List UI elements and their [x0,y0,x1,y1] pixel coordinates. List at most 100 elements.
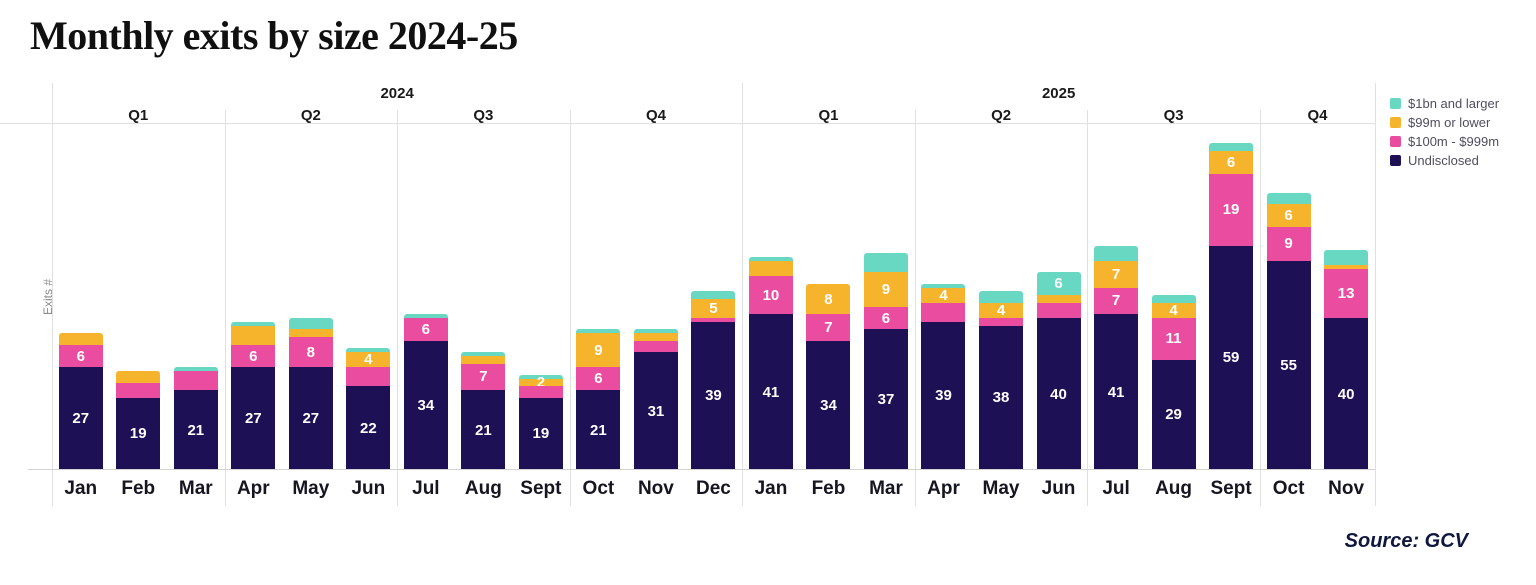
bar-segment-bn1_larger[interactable] [748,257,793,262]
bar-oct-2025[interactable]: 55 9 6 [1266,192,1311,470]
bar-segment-bn1_larger[interactable] [576,329,621,334]
bar-segment-bn1_larger[interactable] [288,318,333,330]
bar-segment-m99_lower[interactable] [633,333,678,341]
bar-segment-m100_999[interactable]: 7 [461,363,506,391]
bar-nov-2025[interactable]: 40 13 [1324,249,1369,470]
bar-segment-undisclosed[interactable]: 59 [1209,245,1254,470]
bar-may-2024[interactable]: 27 8 [288,318,333,470]
legend-item-bn1_larger[interactable]: $1bn and larger [1390,94,1499,113]
bar-segment-m99_lower[interactable] [288,329,333,338]
bar-segment-m100_999[interactable] [979,318,1023,326]
bar-segment-bn1_larger[interactable] [403,314,448,319]
bar-segment-m99_lower[interactable] [116,371,161,383]
bar-jun-2024[interactable]: 22 4 [346,348,391,470]
bar-segment-bn1_larger[interactable] [173,367,218,372]
bar-segment-m100_999[interactable]: 7 [806,314,851,341]
bar-segment-m99_lower[interactable] [58,333,103,345]
bar-dec-2024[interactable]: 39 5 [691,291,736,470]
bar-segment-bn1_larger[interactable] [231,321,276,326]
bar-segment-m100_999[interactable] [173,371,218,391]
bar-jul-2025[interactable]: 41 7 7 [1094,245,1139,470]
bar-oct-2024[interactable]: 21 6 9 [576,329,621,470]
bar-segment-m100_999[interactable] [116,382,161,398]
bar-segment-bn1_larger[interactable] [691,291,736,300]
bar-segment-m100_999[interactable]: 7 [1094,287,1139,315]
bar-segment-m99_lower[interactable]: 7 [1094,261,1139,288]
bar-segment-m99_lower[interactable]: 6 [1209,150,1254,174]
bar-may-2025[interactable]: 38 4 [979,291,1023,470]
bar-feb-2024[interactable]: 19 [116,371,161,470]
bar-segment-m100_999[interactable] [518,386,563,398]
bar-segment-undisclosed[interactable]: 38 [979,325,1023,470]
bar-segment-bn1_larger[interactable] [633,329,678,334]
bar-segment-m99_lower[interactable]: 6 [1266,204,1311,227]
bar-segment-undisclosed[interactable]: 21 [173,390,218,470]
bar-segment-m100_999[interactable]: 11 [1151,318,1196,360]
bar-segment-m100_999[interactable] [633,340,678,353]
bar-segment-bn1_larger[interactable] [1209,143,1254,151]
bar-segment-undisclosed[interactable]: 19 [116,397,161,470]
bar-segment-m99_lower[interactable] [231,325,276,345]
bar-segment-m99_lower[interactable]: 4 [979,302,1023,319]
bar-segment-bn1_larger[interactable] [1324,249,1369,265]
bar-segment-undisclosed[interactable]: 39 [921,321,966,470]
bar-segment-bn1_larger[interactable] [1266,192,1311,205]
bar-apr-2024[interactable]: 27 6 [231,321,276,470]
legend-item-undisclosed[interactable]: Undisclosed [1390,151,1499,170]
bar-segment-bn1_larger[interactable] [1151,295,1196,303]
bar-segment-m99_lower[interactable] [461,356,506,364]
bar-feb-2025[interactable]: 34 7 8 [806,283,851,470]
bar-sept-2024[interactable]: 19 2 [518,375,563,470]
bar-segment-undisclosed[interactable]: 34 [806,340,851,470]
bar-segment-m100_999[interactable]: 6 [863,306,908,330]
bar-segment-m99_lower[interactable] [748,261,793,277]
bar-segment-bn1_larger[interactable] [518,375,563,379]
bar-aug-2024[interactable]: 21 7 [461,352,506,470]
bar-segment-undisclosed[interactable]: 39 [691,321,736,470]
bar-apr-2025[interactable]: 39 4 [921,283,966,470]
bar-segment-undisclosed[interactable]: 37 [863,329,908,470]
legend-item-m100_999[interactable]: $100m - $999m [1390,132,1499,151]
bar-segment-m100_999[interactable] [1036,302,1081,318]
bar-segment-m99_lower[interactable]: 5 [691,299,736,319]
bar-segment-undisclosed[interactable]: 41 [1094,314,1139,470]
bar-segment-m99_lower[interactable] [1036,295,1081,303]
bar-segment-m100_999[interactable] [921,302,966,322]
bar-jan-2024[interactable]: 27 6 [58,333,103,470]
bar-segment-undisclosed[interactable]: 22 [346,386,391,470]
bar-segment-m99_lower[interactable]: 9 [576,333,621,368]
bar-segment-bn1_larger[interactable] [863,253,908,273]
bar-segment-m100_999[interactable] [691,318,736,322]
bar-segment-undisclosed[interactable]: 21 [576,390,621,470]
bar-segment-undisclosed[interactable]: 21 [461,390,506,470]
bar-segment-undisclosed[interactable]: 55 [1266,261,1311,470]
bar-nov-2024[interactable]: 31 [633,329,678,470]
bar-segment-m99_lower[interactable]: 4 [1151,302,1196,319]
bar-segment-m99_lower[interactable]: 4 [346,352,391,368]
bar-segment-undisclosed[interactable]: 40 [1324,318,1369,470]
bar-jun-2025[interactable]: 40 6 [1036,272,1081,470]
bar-segment-bn1_larger[interactable]: 6 [1036,272,1081,296]
bar-segment-m100_999[interactable]: 6 [58,344,103,368]
bar-segment-undisclosed[interactable]: 27 [288,367,333,470]
bar-aug-2025[interactable]: 29 11 4 [1151,295,1196,470]
bar-mar-2024[interactable]: 21 [173,367,218,470]
bar-segment-undisclosed[interactable]: 40 [1036,318,1081,470]
bar-segment-m100_999[interactable]: 19 [1209,173,1254,246]
bar-segment-m99_lower[interactable]: 8 [806,283,851,315]
bar-segment-undisclosed[interactable]: 34 [403,340,448,470]
bar-segment-m99_lower[interactable]: 2 [518,375,563,390]
bar-jul-2024[interactable]: 34 6 [403,314,448,470]
bar-segment-undisclosed[interactable]: 27 [58,367,103,470]
bar-segment-bn1_larger[interactable] [346,348,391,353]
bar-segment-m100_999[interactable] [346,367,391,387]
bar-segment-bn1_larger[interactable] [461,352,506,357]
bar-segment-undisclosed[interactable]: 27 [231,367,276,470]
bar-segment-m100_999[interactable]: 8 [288,337,333,368]
bar-segment-undisclosed[interactable]: 31 [633,352,678,470]
bar-mar-2025[interactable]: 37 6 9 [863,253,908,470]
bar-segment-m99_lower[interactable] [1324,264,1369,269]
bar-jan-2025[interactable]: 41 10 [748,257,793,470]
bar-segment-undisclosed[interactable]: 29 [1151,359,1196,470]
bar-segment-undisclosed[interactable]: 19 [518,397,563,470]
